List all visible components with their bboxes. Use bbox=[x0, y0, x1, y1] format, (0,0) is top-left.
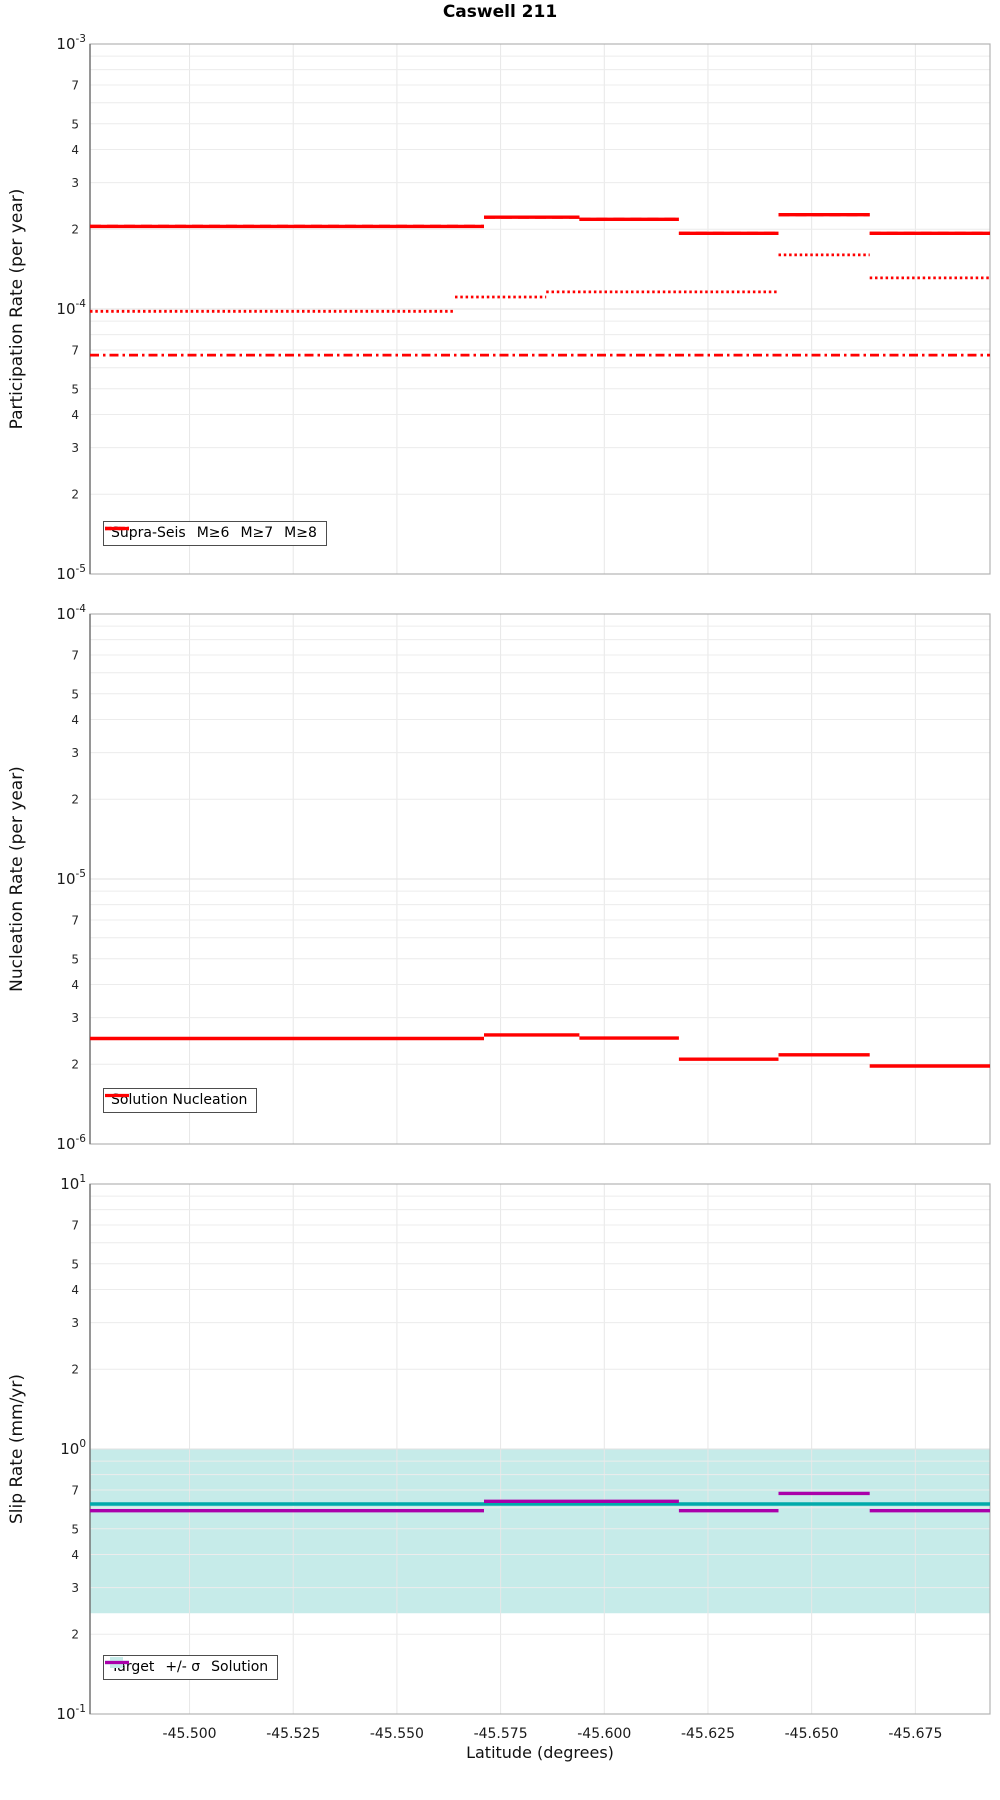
legend-item-solution-nucleation: Solution Nucleation bbox=[105, 1092, 248, 1108]
y-tick-decade: 101 bbox=[60, 1173, 86, 1193]
legend-label: M≥7 bbox=[240, 525, 274, 541]
legend-label: Solution Nucleation bbox=[111, 1092, 248, 1108]
y-tick-minor: 5 bbox=[71, 117, 79, 131]
series-m-6 bbox=[90, 213, 990, 235]
x-tick-label: -45.550 bbox=[370, 1726, 424, 1742]
sigma-band bbox=[90, 1449, 990, 1614]
y-tick-decade: 100 bbox=[60, 1438, 86, 1458]
x-tick-label: -45.525 bbox=[266, 1726, 320, 1742]
x-tick-label: -45.650 bbox=[785, 1726, 839, 1742]
y-tick-minor: 2 bbox=[71, 1058, 79, 1072]
y-tick-minor: 2 bbox=[71, 223, 79, 237]
legend-label: M≥6 bbox=[196, 525, 230, 541]
x-tick-label: -45.500 bbox=[163, 1726, 217, 1742]
legend-item-solution: Solution bbox=[105, 1659, 269, 1675]
y-tick-minor: 4 bbox=[71, 713, 79, 727]
y-tick-minor: 4 bbox=[71, 143, 79, 157]
legend-line-swatch bbox=[105, 526, 129, 531]
y-tick-minor: 3 bbox=[71, 1011, 79, 1025]
legend-participation: Supra-Seis M≥6 M≥7 M≥8 bbox=[103, 521, 327, 546]
y-tick-decade: 10-1 bbox=[56, 1703, 86, 1723]
legend-line-swatch bbox=[105, 1093, 129, 1098]
y-tick-minor: 4 bbox=[71, 1283, 79, 1297]
x-tick-label: -45.575 bbox=[474, 1726, 528, 1742]
y-tick-minor: 5 bbox=[71, 687, 79, 701]
y-tick-minor: 4 bbox=[71, 408, 79, 422]
figure-title: Caswell 211 bbox=[442, 2, 558, 22]
legend-label: Solution bbox=[211, 1659, 269, 1675]
legend-label: Supra-Seis bbox=[111, 525, 186, 541]
y-tick-minor: 7 bbox=[71, 1219, 79, 1233]
y-tick-decade: 10-4 bbox=[56, 298, 86, 318]
y-tick-minor: 4 bbox=[71, 1548, 79, 1562]
y-tick-minor: 4 bbox=[71, 978, 79, 992]
y-tick-minor: 7 bbox=[71, 344, 79, 358]
series-solution bbox=[90, 1491, 990, 1513]
y-tick-decade: 10-5 bbox=[56, 563, 86, 583]
y-tick-minor: 2 bbox=[71, 488, 79, 502]
y-tick-decade: 10-5 bbox=[56, 868, 86, 888]
y-tick-minor: 3 bbox=[71, 176, 79, 190]
y-tick-minor: 7 bbox=[71, 79, 79, 93]
legend-item-m-7: M≥7 bbox=[105, 525, 274, 541]
legend-slip-rate: Target +/- σ Solution bbox=[103, 1655, 279, 1680]
chart-1: 10-4 10-5 10-6 7 5 4 3 2 7 5 4 3 2 bbox=[56, 603, 991, 1153]
y-tick-decade: 10-4 bbox=[56, 603, 86, 623]
legend-item-m-8: M≥8 bbox=[105, 525, 317, 541]
y-tick-minor: 5 bbox=[71, 952, 79, 966]
x-axis-title: Latitude (degrees) bbox=[466, 1743, 614, 1762]
y-tick-minor: 5 bbox=[71, 1257, 79, 1271]
legend-item-m-6: M≥6 bbox=[105, 525, 230, 541]
y-tick-minor: 3 bbox=[71, 441, 79, 455]
y-tick-minor: 3 bbox=[71, 1316, 79, 1330]
x-tick-label: -45.600 bbox=[577, 1726, 631, 1742]
y-tick-decade: 10-6 bbox=[56, 1133, 86, 1153]
y-tick-minor: 2 bbox=[71, 1363, 79, 1377]
legend-item--: +/- σ bbox=[110, 1657, 201, 1675]
legend-nucleation: Solution Nucleation bbox=[103, 1088, 258, 1113]
y-tick-minor: 3 bbox=[71, 1581, 79, 1595]
legend-line-swatch bbox=[105, 526, 129, 531]
y-tick-minor: 7 bbox=[71, 1484, 79, 1498]
y-tick-minor: 2 bbox=[71, 793, 79, 807]
x-tick-label: -45.675 bbox=[888, 1726, 942, 1742]
series-solution-nucleation bbox=[90, 1033, 990, 1068]
y-tick-minor: 3 bbox=[71, 746, 79, 760]
chart-2: 101 100 10-1 7 5 4 3 2 7 5 4 3 2 -45.500 -45.525 -45.55… bbox=[56, 1173, 991, 1742]
y-tick-minor: 7 bbox=[71, 914, 79, 928]
legend-line-swatch bbox=[105, 1660, 129, 1665]
y-tick-minor: 2 bbox=[71, 1628, 79, 1642]
legend-label: +/- σ bbox=[165, 1659, 201, 1675]
y-tick-minor: 5 bbox=[71, 1522, 79, 1536]
y-tick-minor: 7 bbox=[71, 649, 79, 663]
chart-0: 10-3 10-4 10-5 7 5 4 3 2 7 5 4 3 2 bbox=[56, 33, 991, 583]
legend-label: M≥8 bbox=[284, 525, 317, 541]
y-tick-minor: 5 bbox=[71, 382, 79, 396]
y-tick-decade: 10-3 bbox=[56, 33, 86, 53]
series-m-7 bbox=[90, 253, 990, 313]
x-tick-label: -45.625 bbox=[681, 1726, 735, 1742]
